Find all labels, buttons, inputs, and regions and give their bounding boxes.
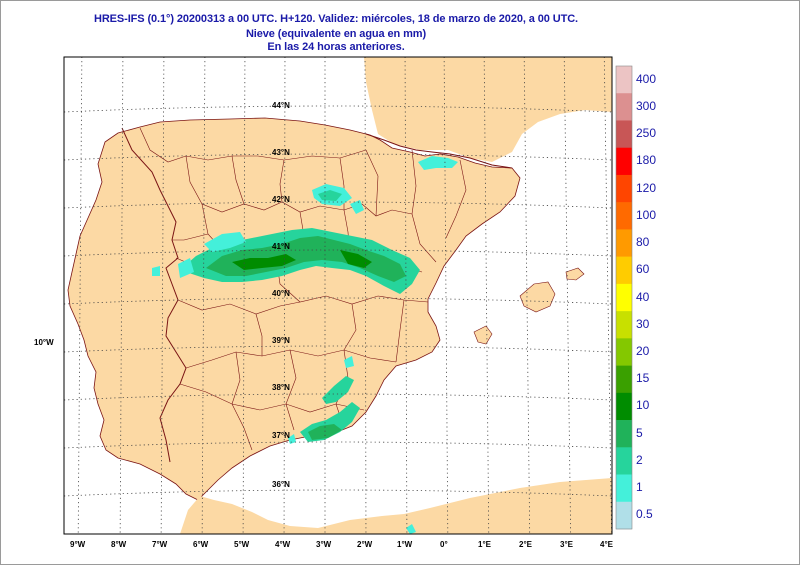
mallorca-island [519,281,556,313]
lat-label-42: 42°N [272,195,290,204]
lat-label-38: 38°N [272,383,290,392]
legend-swatch-100 [616,202,632,230]
iberian-peninsula-land [67,117,521,501]
snow-area-soria [350,200,364,214]
legend-label-2: 2 [636,452,643,467]
legend-label-120: 120 [636,180,657,195]
legend-label-20: 20 [636,344,650,358]
legend-label-180: 180 [636,153,657,168]
snow-area-pyrenees [418,156,458,170]
lon-label-0: 0° [440,540,448,549]
africa-land [64,478,612,534]
lon-label-7w: 7°W [152,540,168,549]
lat-label-44: 44°N [272,101,290,110]
map-title: HRES-IFS (0.1°) 20200313 a 00 UTC. H+120… [93,13,579,25]
lon-label-5w: 5°W [234,540,250,549]
legend-label-5: 5 [636,425,643,440]
graticule [64,57,612,534]
lat-label-43: 43°N [272,148,290,157]
legend-frame [615,65,633,530]
lat-label-37: 37°N [272,431,290,440]
france-land [364,57,612,162]
legend-swatch-10 [616,392,632,421]
lat-label-39: 39°N [272,336,290,345]
legend-swatch-250 [616,120,632,149]
lat-label-36: 36°N [272,480,290,489]
lon-label-2e: 2°E [519,540,533,549]
menorca-island [565,267,585,281]
colour-legend [616,66,632,530]
legend-swatch-80 [616,229,632,257]
legend-label-80: 80 [636,235,650,249]
side-label-10w: 10°W [34,338,54,347]
legend-swatch-2 [616,447,632,475]
legend-label-250: 250 [636,126,657,141]
ibiza-island [473,325,493,345]
snow-areas [152,156,458,534]
legend-label-100: 100 [636,207,657,222]
lon-label-6w: 6°W [193,540,209,549]
legend-swatch-20 [616,338,632,366]
legend-label-400: 400 [636,71,657,86]
legend-swatch-60 [616,256,632,285]
legend-label-15: 15 [636,371,650,386]
legend-swatch-120 [616,174,632,203]
lon-label-4e: 4°E [600,540,614,549]
legend-swatch-15 [616,365,632,394]
lon-label-3w: 3°W [316,540,332,549]
legend-swatch-400 [616,66,632,94]
legend-label-0_5: 0.5 [636,507,653,522]
snow-area-jaen [322,376,354,404]
lon-label-9w: 9°W [70,540,86,549]
legend-swatch-5 [616,420,632,448]
legend-label-1: 1 [636,480,643,495]
lon-label-1e: 1°E [478,540,492,549]
legend-label-30: 30 [636,316,650,331]
lon-label-8w: 8°W [111,540,127,549]
map-subtitle-variable: Nieve (equivalente en agua en mm) [245,28,427,40]
legend-label-60: 60 [636,262,650,277]
latitude-labels: 44°N 43°N 42°N 41°N 40°N 39°N 38°N 37°N … [272,101,290,489]
longitude-labels: 9°W 8°W 7°W 6°W 5°W 4°W 3°W 2°W 1°W 0° 1… [70,540,614,549]
lat-label-41: 41°N [272,242,290,251]
legend-swatch-30 [616,311,632,339]
map-border [63,56,613,535]
lon-label-4w: 4°W [275,540,291,549]
lon-label-1w: 1°W [397,540,413,549]
legend-swatch-40 [616,283,632,312]
legend-swatch-1 [616,474,632,503]
legend-label-40: 40 [636,289,650,304]
legend-swatch-0_5 [616,501,632,530]
legend-label-300: 300 [636,98,657,113]
lon-label-2w: 2°W [357,540,373,549]
country-borders [121,127,513,463]
legend-swatch-180 [616,147,632,176]
map-subtitle-period: En las 24 horas anteriores. [267,41,405,53]
legend-label-10: 10 [636,398,650,413]
lon-label-3e: 3°E [560,540,574,549]
lat-label-40: 40°N [272,289,290,298]
legend-swatch-300 [616,93,632,121]
